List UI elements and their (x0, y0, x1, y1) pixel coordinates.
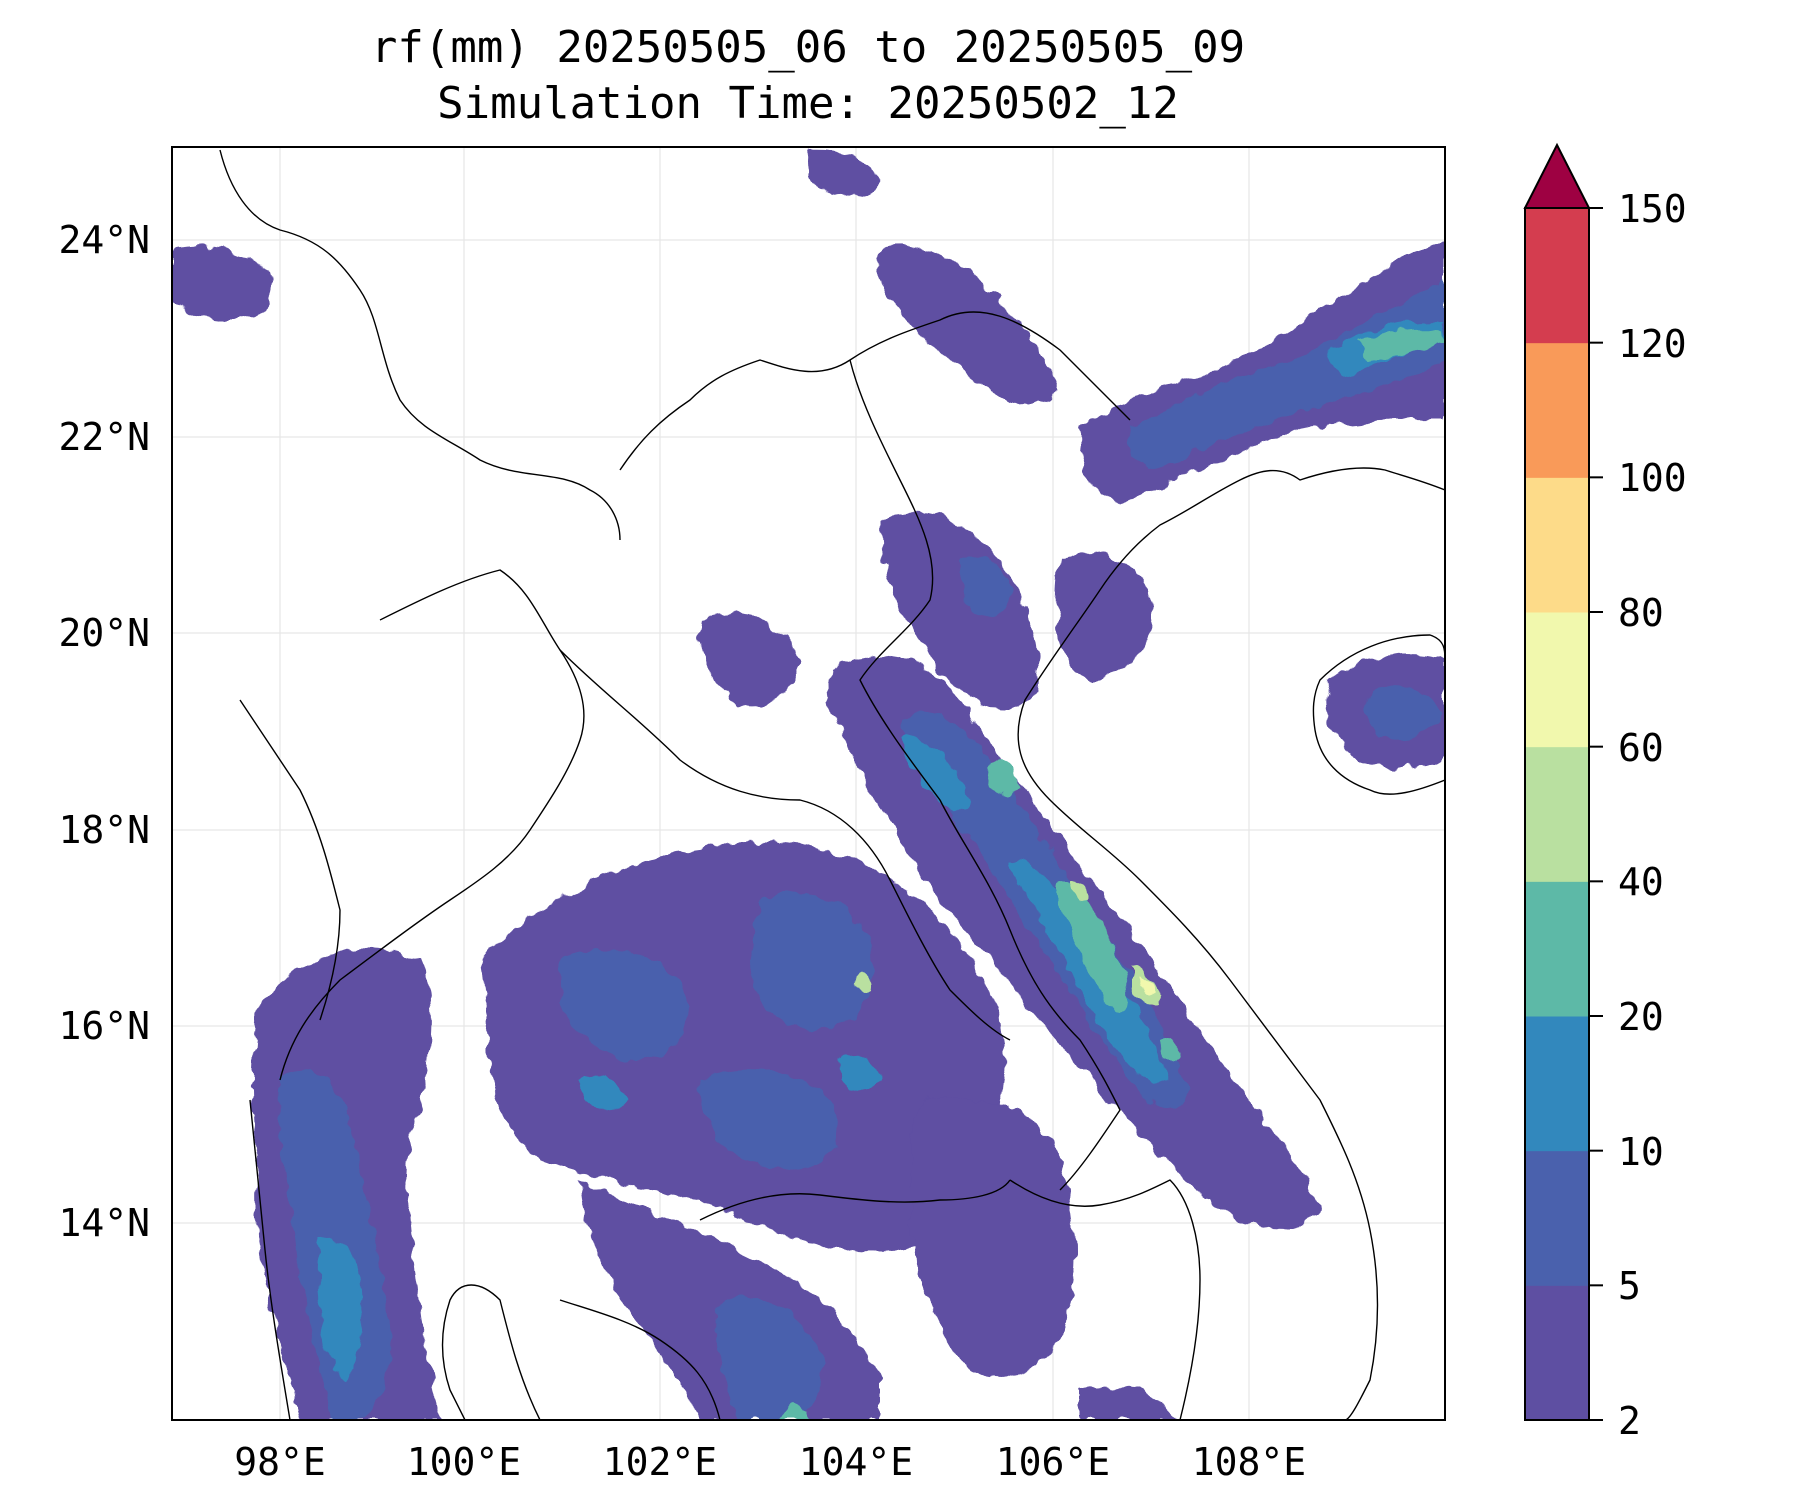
lat-tick-20: 20°N (58, 611, 150, 655)
lat-tick-16: 16°N (58, 1004, 150, 1048)
colorbar-label-100: 100 (1618, 456, 1687, 500)
title-line-2: Simulation Time: 20250502_12 (437, 78, 1179, 129)
lon-tick-labels: 98°E 100°E 102°E 104°E 106°E 108°E (234, 1440, 1306, 1484)
colorbar-label-150: 150 (1618, 187, 1687, 231)
colorbar: 150 120 100 80 60 40 20 10 5 2 (1523, 142, 1687, 1443)
lon-tick-104: 104°E (799, 1440, 913, 1484)
colorbar-label-40: 40 (1618, 860, 1664, 904)
colorbar-frame (1524, 207, 1590, 1421)
colorbar-segment (1525, 612, 1589, 748)
colorbar-label-80: 80 (1618, 591, 1664, 635)
colorbar-segment (1525, 1016, 1589, 1152)
lat-tick-24: 24°N (58, 218, 150, 262)
colorbar-extend-arrow (1523, 142, 1591, 209)
colorbar-label-20: 20 (1618, 995, 1664, 1039)
lon-tick-98: 98°E (234, 1440, 326, 1484)
colorbar-segment (1525, 208, 1589, 344)
coastlines-and-borders (219, 149, 1445, 1420)
lat-tick-22: 22°N (58, 415, 150, 459)
lon-tick-102: 102°E (603, 1440, 717, 1484)
map-panel: 98°E 100°E 102°E 104°E 106°E 108°E 24°N … (58, 146, 1446, 1484)
lon-tick-100: 100°E (407, 1440, 521, 1484)
colorbar-ticks (1589, 207, 1603, 1421)
colorbar-segment (1525, 477, 1589, 613)
colorbar-label-2: 2 (1618, 1399, 1641, 1443)
lon-tick-108: 108°E (1192, 1440, 1306, 1484)
rainfall-field (172, 149, 1445, 1420)
title-line-1: rf(mm) 20250505_06 to 20250505_09 (371, 22, 1245, 73)
colorbar-segment (1525, 1285, 1589, 1421)
lat-tick-18: 18°N (58, 808, 150, 852)
colorbar-segment (1525, 342, 1589, 478)
colorbar-label-120: 120 (1618, 322, 1687, 366)
colorbar-segment (1525, 1150, 1589, 1286)
colorbar-segment (1525, 881, 1589, 1017)
lon-tick-106: 106°E (996, 1440, 1110, 1484)
lat-tick-labels: 24°N 22°N 20°N 18°N 16°N 14°N (58, 218, 150, 1245)
lat-tick-14: 14°N (58, 1201, 150, 1245)
colorbar-segment (1525, 746, 1589, 882)
colorbar-label-10: 10 (1618, 1130, 1664, 1174)
colorbar-label-60: 60 (1618, 726, 1664, 770)
colorbar-label-5: 5 (1618, 1264, 1641, 1308)
map-frame (171, 146, 1446, 1421)
colorbar-segments (1525, 208, 1589, 1421)
